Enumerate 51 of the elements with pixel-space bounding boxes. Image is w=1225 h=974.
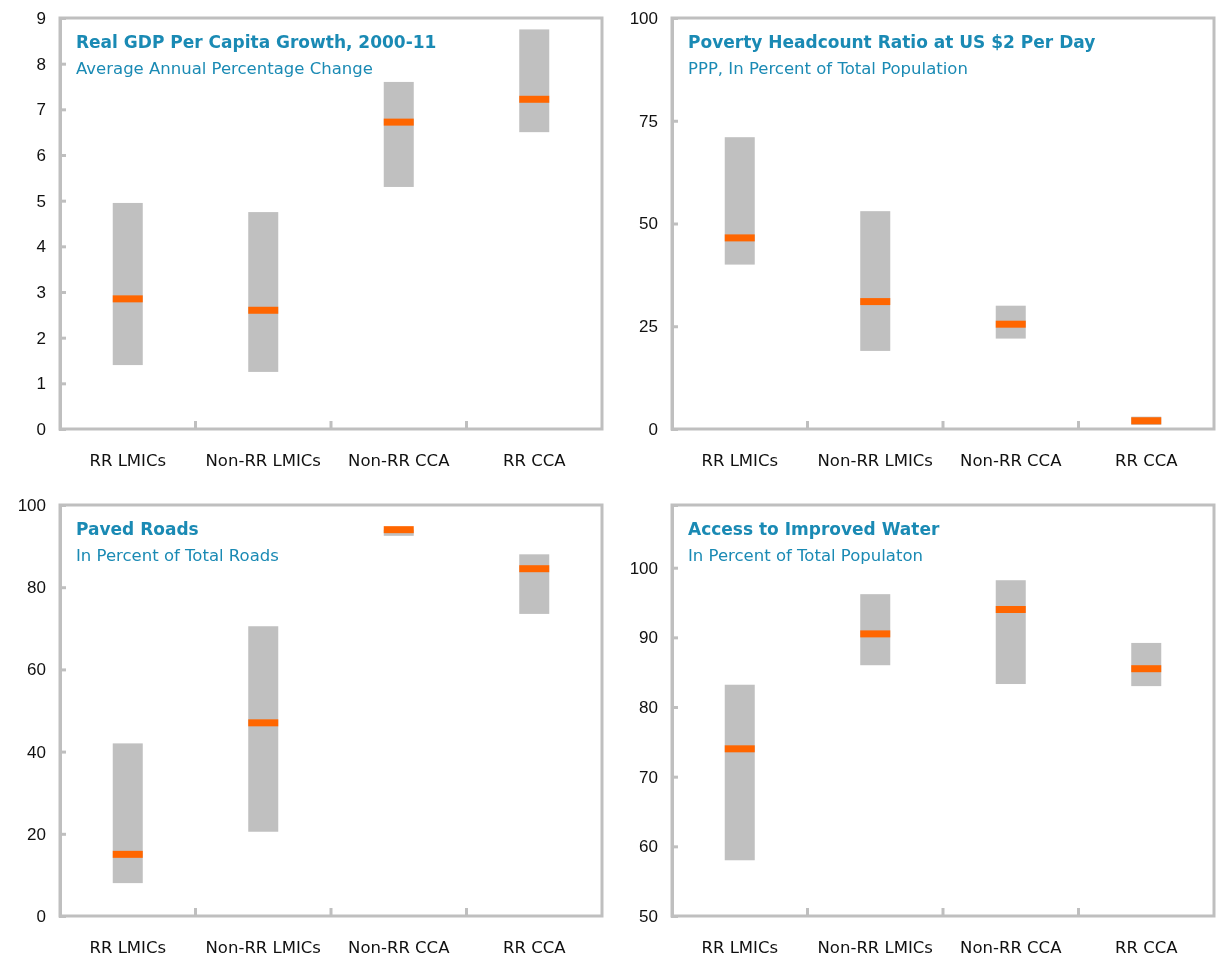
y-tick-label: 0 <box>36 419 46 439</box>
x-tick-label: RR LMICs <box>89 451 167 470</box>
x-tick-label: RR LMICs <box>89 938 167 957</box>
text: Real GDP Per Capita Growth, 2000-11 <box>76 32 437 52</box>
y-tick-label: 7 <box>36 100 46 120</box>
x-tick-label: RR CCA <box>502 451 567 470</box>
text: Poverty Headcount Ratio at US $2 Per Day <box>688 32 1096 52</box>
x-tick-label: RR CCA <box>502 938 567 957</box>
y-tick-label: 1 <box>36 374 46 394</box>
y-tick-label: 75 <box>639 111 658 131</box>
x-tick-label: RR LMICs <box>701 451 779 470</box>
y-tick-label: 100 <box>17 495 46 515</box>
y-tick-label: 100 <box>629 558 658 578</box>
y-tick-label: 9 <box>36 8 46 28</box>
text: In Percent of Total Populaton <box>688 546 923 565</box>
y-tick-label: 50 <box>639 214 658 234</box>
y-tick-label: 4 <box>36 237 46 257</box>
y-tick-label: 8 <box>36 54 46 74</box>
x-tick-label: RR CCA <box>1114 451 1179 470</box>
y-tick-label: 40 <box>27 742 46 762</box>
y-tick-label: 0 <box>648 419 658 439</box>
y-tick-label: 60 <box>639 837 658 857</box>
text: Paved Roads <box>76 519 199 539</box>
y-tick-label: 6 <box>36 145 46 165</box>
y-tick-label: 90 <box>639 628 658 648</box>
x-tick-label: Non-RR LMICs <box>817 451 933 470</box>
x-tick-label: Non-RR CCA <box>960 451 1063 470</box>
y-tick-label: 80 <box>27 578 46 598</box>
y-tick-label: 20 <box>27 824 46 844</box>
x-tick-label: Non-RR CCA <box>960 938 1063 957</box>
y-tick-label: 25 <box>639 317 658 337</box>
y-tick-label: 50 <box>639 906 658 926</box>
y-tick-label: 80 <box>639 697 658 717</box>
y-tick-label: 60 <box>27 660 46 680</box>
x-tick-label: Non-RR LMICs <box>205 451 321 470</box>
x-tick-label: Non-RR LMICs <box>205 938 321 957</box>
x-tick-label: Non-RR CCA <box>348 938 451 957</box>
x-tick-label: Non-RR LMICs <box>817 938 933 957</box>
y-tick-label: 0 <box>36 906 46 926</box>
x-tick-label: RR LMICs <box>701 938 779 957</box>
y-tick-label: 100 <box>629 8 658 28</box>
x-tick-label: Non-RR CCA <box>348 451 451 470</box>
text: Average Annual Percentage Change <box>76 59 373 78</box>
x-tick-label: RR CCA <box>1114 938 1179 957</box>
text: In Percent of Total Roads <box>76 546 279 565</box>
y-tick-label: 3 <box>36 282 46 302</box>
text: Access to Improved Water <box>688 519 940 539</box>
text: PPP, In Percent of Total Population <box>688 59 968 78</box>
y-tick-label: 70 <box>639 767 658 787</box>
y-tick-label: 5 <box>36 191 46 211</box>
y-tick-label: 2 <box>36 328 46 348</box>
